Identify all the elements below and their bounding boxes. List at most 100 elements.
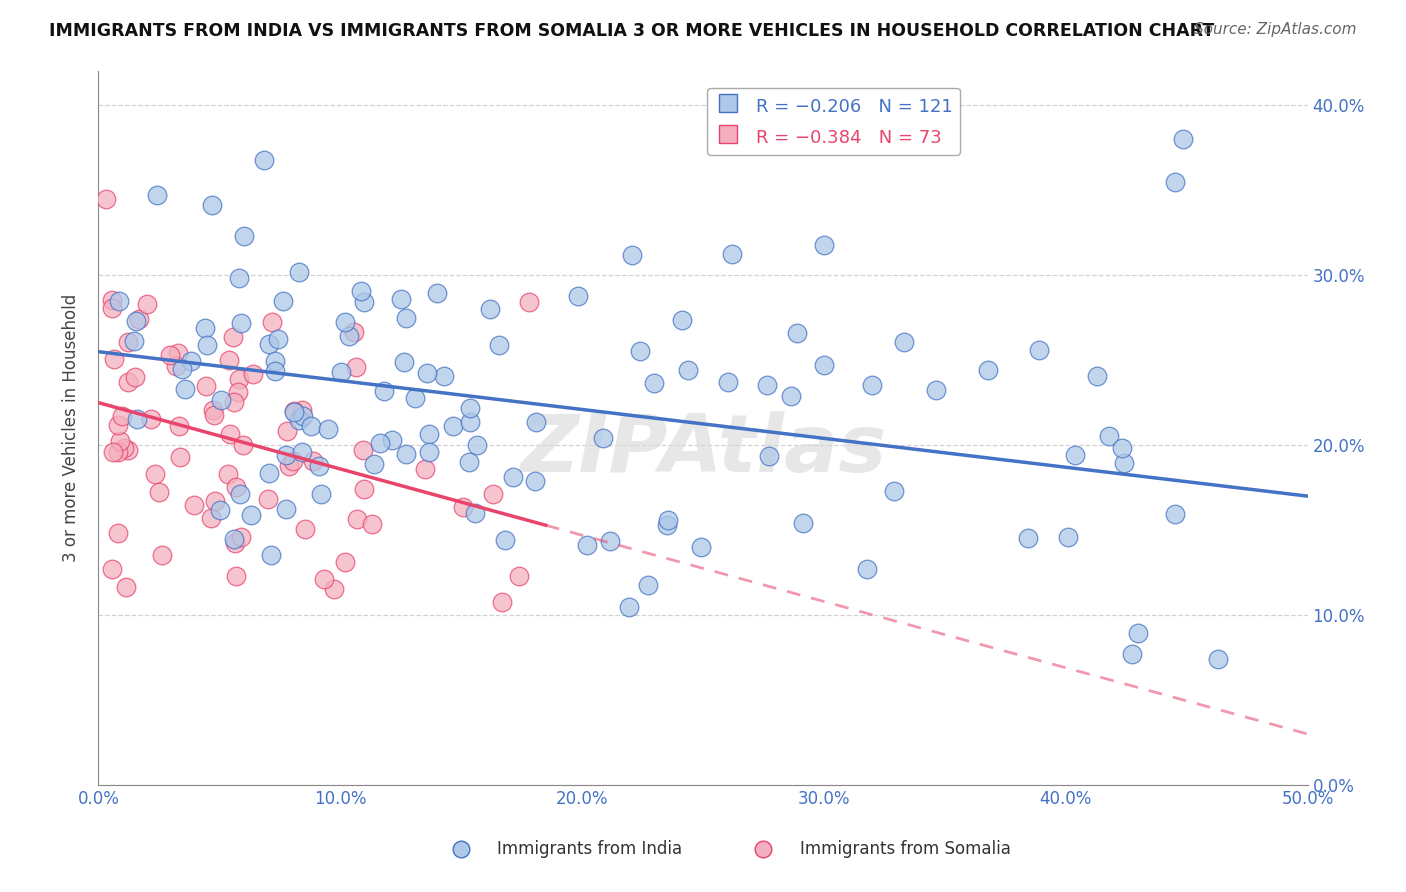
Point: [977, 363, 1000, 377]
Point: [333, 315, 356, 329]
Point: [599, 533, 621, 548]
Point: [381, 433, 404, 447]
Point: [294, 522, 316, 536]
Point: [458, 401, 481, 416]
Point: [508, 569, 530, 583]
Point: [657, 513, 679, 527]
Point: [676, 362, 699, 376]
Point: [1114, 456, 1136, 470]
Point: [125, 314, 148, 328]
Point: [621, 248, 644, 262]
Point: [108, 294, 131, 309]
Point: [100, 293, 122, 307]
Point: [167, 346, 190, 360]
Point: [253, 153, 276, 168]
Point: [1128, 626, 1150, 640]
Point: [433, 368, 456, 383]
Point: [717, 376, 740, 390]
Point: [195, 338, 218, 352]
Point: [288, 413, 311, 427]
Point: [225, 568, 247, 582]
Point: [689, 541, 711, 555]
Point: [488, 338, 510, 352]
Point: [101, 444, 124, 458]
Point: [111, 409, 134, 423]
Point: [1098, 429, 1121, 443]
Point: [318, 422, 340, 436]
Point: [860, 377, 883, 392]
Point: [299, 418, 322, 433]
Point: [426, 286, 449, 301]
Point: [260, 548, 283, 562]
Point: [330, 366, 353, 380]
Text: Source: ZipAtlas.com: Source: ZipAtlas.com: [1194, 22, 1357, 37]
Point: [1206, 651, 1229, 665]
Point: [353, 295, 375, 310]
Text: ZIPAtlas: ZIPAtlas: [520, 410, 886, 489]
Point: [813, 358, 835, 372]
Point: [101, 301, 124, 316]
Point: [395, 446, 418, 460]
Point: [150, 548, 173, 562]
Point: [256, 491, 278, 506]
Point: [855, 562, 877, 576]
Point: [278, 459, 301, 474]
Point: [287, 265, 309, 279]
Point: [146, 188, 169, 202]
Point: [418, 444, 440, 458]
Point: [222, 394, 245, 409]
Point: [291, 409, 314, 424]
Point: [893, 334, 915, 349]
Point: [228, 271, 250, 285]
Point: [264, 364, 287, 378]
Point: [117, 443, 139, 458]
Point: [346, 512, 368, 526]
Point: [353, 482, 375, 496]
Point: [524, 474, 547, 488]
Point: [122, 334, 145, 349]
Point: [204, 493, 226, 508]
Point: [167, 418, 190, 433]
Point: [229, 486, 252, 500]
Point: [308, 458, 330, 473]
Point: [263, 353, 285, 368]
Point: [671, 313, 693, 327]
Point: [128, 311, 150, 326]
Point: [112, 442, 135, 456]
Point: [107, 444, 129, 458]
Point: [283, 403, 305, 417]
Point: [592, 430, 614, 444]
Point: [283, 404, 305, 418]
Point: [202, 408, 225, 422]
Point: [101, 562, 124, 576]
Point: [201, 403, 224, 417]
Point: [405, 391, 427, 405]
Point: [312, 572, 335, 586]
Point: [233, 228, 256, 243]
Point: [115, 580, 138, 594]
Point: [883, 484, 905, 499]
Point: [302, 454, 325, 468]
Point: [657, 517, 679, 532]
Point: [169, 450, 191, 465]
Point: [194, 320, 217, 334]
Point: [524, 415, 547, 429]
Point: [1121, 647, 1143, 661]
Point: [274, 502, 297, 516]
Point: [174, 382, 197, 396]
Point: [758, 449, 780, 463]
Point: [1064, 448, 1087, 462]
Point: [228, 372, 250, 386]
Point: [217, 467, 239, 481]
Point: [418, 427, 440, 442]
Point: [267, 332, 290, 346]
Point: [575, 538, 598, 552]
Point: [262, 315, 284, 329]
Point: [389, 292, 412, 306]
Text: Immigrants from India: Immigrants from India: [498, 840, 682, 858]
Point: [195, 379, 218, 393]
Point: [222, 329, 245, 343]
Point: [291, 402, 314, 417]
Point: [1017, 531, 1039, 545]
Point: [276, 424, 298, 438]
